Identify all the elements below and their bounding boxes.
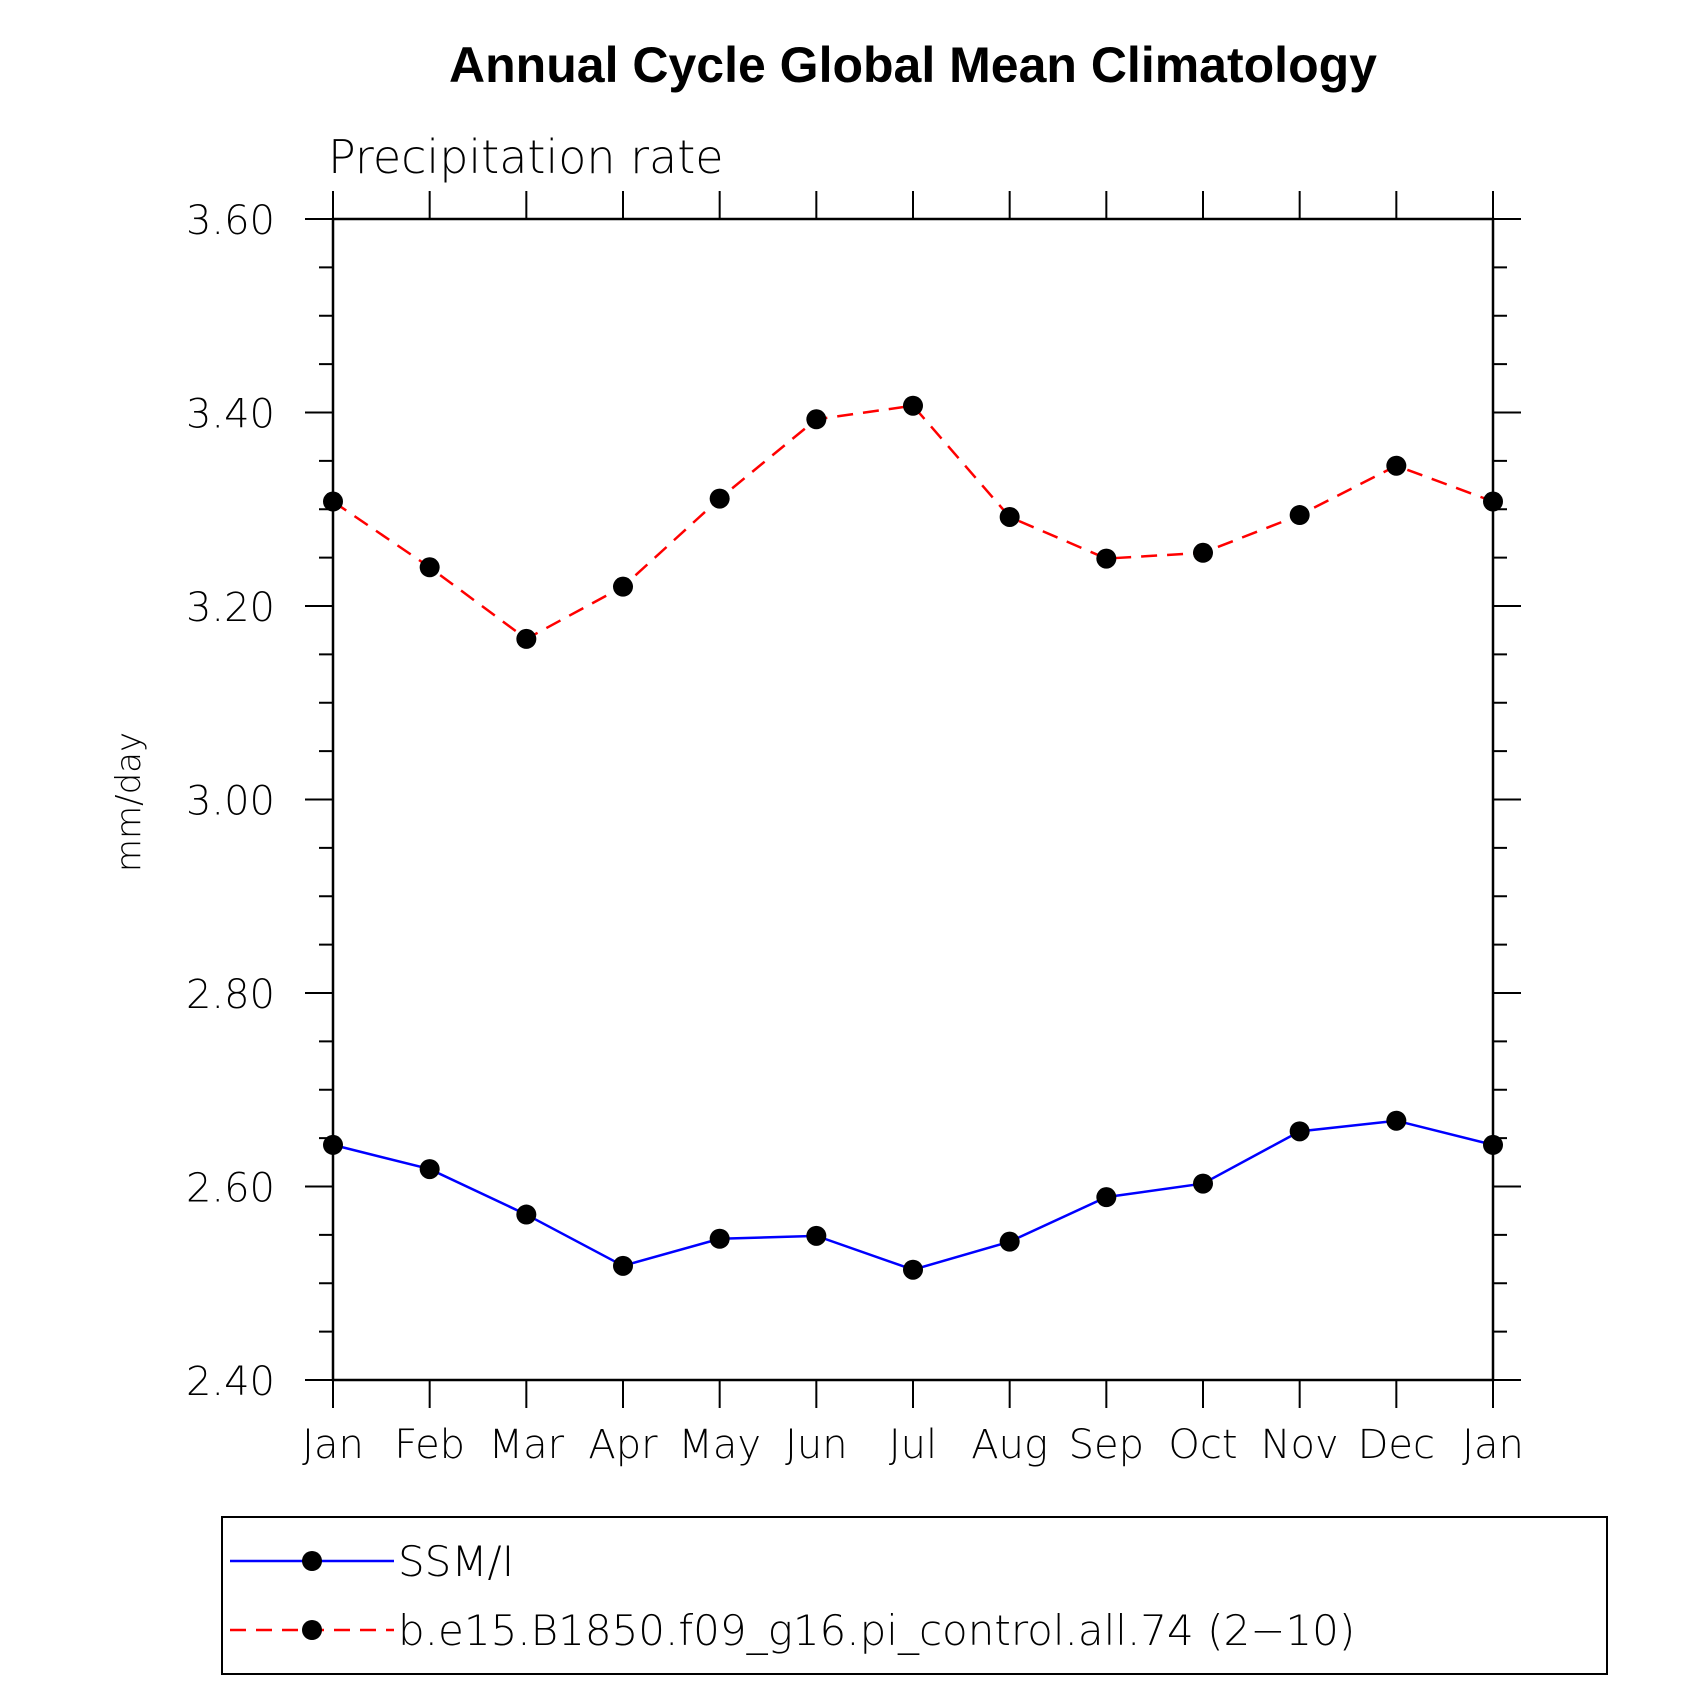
x-tick-label: Jan bbox=[302, 1422, 364, 1468]
y-tick-label: 3.40 bbox=[186, 392, 275, 438]
x-tick-label: Feb bbox=[394, 1422, 465, 1468]
x-tick-label: Jul bbox=[889, 1422, 937, 1468]
y-tick-label: 3.60 bbox=[186, 198, 275, 244]
x-tick-label: Mar bbox=[489, 1422, 565, 1468]
x-tick-label: Apr bbox=[588, 1422, 658, 1468]
y-tick-label: 3.20 bbox=[186, 585, 275, 631]
x-tick-label: Jan bbox=[1462, 1422, 1524, 1468]
y-tick-label: 2.80 bbox=[186, 972, 275, 1018]
data-point bbox=[999, 506, 1020, 527]
x-tick-label: Aug bbox=[971, 1422, 1048, 1468]
legend: SSM/I b.e15.B1850.f09_g16.pi_control.all.… bbox=[221, 1516, 1608, 1675]
data-point bbox=[1386, 455, 1407, 476]
data-point bbox=[1096, 548, 1117, 569]
data-point bbox=[1386, 1110, 1407, 1131]
data-point bbox=[323, 1134, 343, 1155]
x-tick-label: Oct bbox=[1168, 1422, 1237, 1468]
y-tick-label: 2.60 bbox=[186, 1166, 275, 1212]
series-line bbox=[332, 404, 1494, 641]
data-point bbox=[419, 557, 440, 578]
series-layer bbox=[323, 395, 1503, 1280]
x-tick-label: Jun bbox=[785, 1422, 848, 1468]
data-point bbox=[516, 628, 537, 649]
data-point bbox=[999, 1231, 1020, 1252]
data-point bbox=[1193, 542, 1213, 563]
data-point bbox=[516, 1204, 537, 1225]
data-point bbox=[323, 491, 343, 512]
y-tick-label: 3.00 bbox=[186, 779, 275, 825]
x-tick-label: Nov bbox=[1261, 1422, 1339, 1468]
data-point bbox=[1289, 1121, 1310, 1142]
chart-title: Annual Cycle Global Mean Climatology bbox=[449, 37, 1377, 93]
data-point bbox=[709, 488, 730, 509]
y-tick-label: 2.40 bbox=[186, 1359, 275, 1405]
x-tick-label: Dec bbox=[1358, 1422, 1435, 1468]
chart-subtitle: Precipitation rate bbox=[328, 130, 724, 184]
data-point bbox=[709, 1228, 730, 1249]
data-point bbox=[1193, 1173, 1213, 1194]
data-point bbox=[903, 1259, 923, 1280]
x-tick-label: May bbox=[678, 1422, 761, 1468]
legend-box bbox=[221, 1516, 1608, 1675]
data-point bbox=[903, 395, 923, 416]
data-point bbox=[1483, 1134, 1503, 1155]
x-tick-label: Sep bbox=[1069, 1422, 1144, 1468]
series-2 bbox=[323, 395, 1503, 649]
legend-marker bbox=[302, 1551, 322, 1571]
data-point bbox=[419, 1159, 440, 1180]
data-point bbox=[806, 409, 827, 430]
data-point bbox=[613, 1255, 633, 1276]
data-point bbox=[1289, 505, 1310, 526]
y-axis-label: mm/day bbox=[109, 732, 149, 872]
data-point bbox=[1483, 491, 1503, 512]
legend-entry-label: SSM/I bbox=[398, 1537, 514, 1586]
data-point bbox=[1096, 1187, 1117, 1208]
data-point bbox=[806, 1225, 827, 1246]
plot-axes: 2.40 2.60 2.80 3.00 3.20 3.40 3.60 Jan Feb Mar Apr… bbox=[186, 191, 1524, 1468]
series-line bbox=[332, 1119, 1494, 1272]
legend-entry-label: b.e15.B1850.f09_g16.pi_control.all.74 (2… bbox=[398, 1606, 1355, 1655]
data-point bbox=[613, 576, 633, 597]
series-1 bbox=[323, 1110, 1503, 1280]
legend-marker bbox=[302, 1620, 322, 1640]
